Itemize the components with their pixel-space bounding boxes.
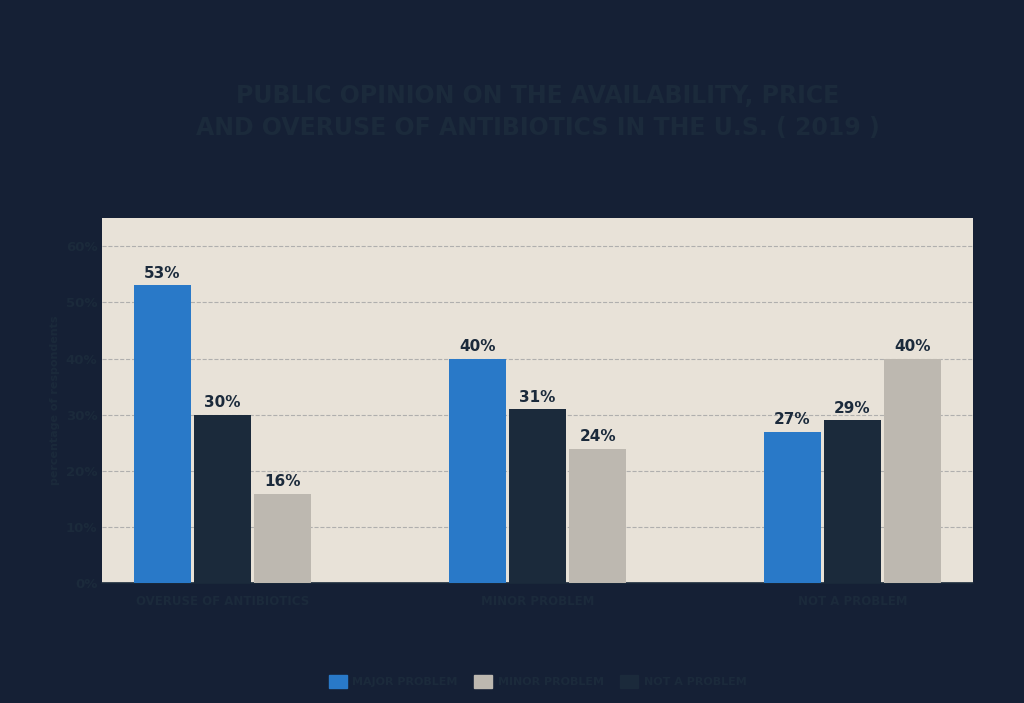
Bar: [134, 285, 191, 583]
Text: 24%: 24%: [580, 429, 616, 444]
Text: 27%: 27%: [774, 412, 811, 427]
Bar: [509, 409, 566, 583]
Bar: [824, 420, 881, 583]
Bar: [884, 359, 941, 583]
Bar: [195, 415, 251, 583]
Text: 31%: 31%: [519, 389, 556, 405]
Text: 29%: 29%: [835, 401, 870, 416]
Legend: MAJOR PROBLEM, MINOR PROBLEM, NOT A PROBLEM: MAJOR PROBLEM, MINOR PROBLEM, NOT A PROB…: [329, 675, 746, 688]
Bar: [569, 449, 627, 583]
Text: 40%: 40%: [459, 339, 496, 354]
Y-axis label: percentage of respondents: percentage of respondents: [50, 316, 60, 486]
Text: 40%: 40%: [894, 339, 931, 354]
Bar: [254, 494, 311, 583]
Text: 16%: 16%: [264, 474, 301, 489]
Text: 53%: 53%: [144, 266, 181, 281]
Text: 30%: 30%: [205, 395, 241, 411]
Bar: [449, 359, 506, 583]
Text: PUBLIC OPINION ON THE AVAILABILITY, PRICE
AND OVERUSE OF ANTIBIOTICS IN THE U.S.: PUBLIC OPINION ON THE AVAILABILITY, PRIC…: [196, 84, 880, 140]
Bar: [764, 432, 821, 583]
